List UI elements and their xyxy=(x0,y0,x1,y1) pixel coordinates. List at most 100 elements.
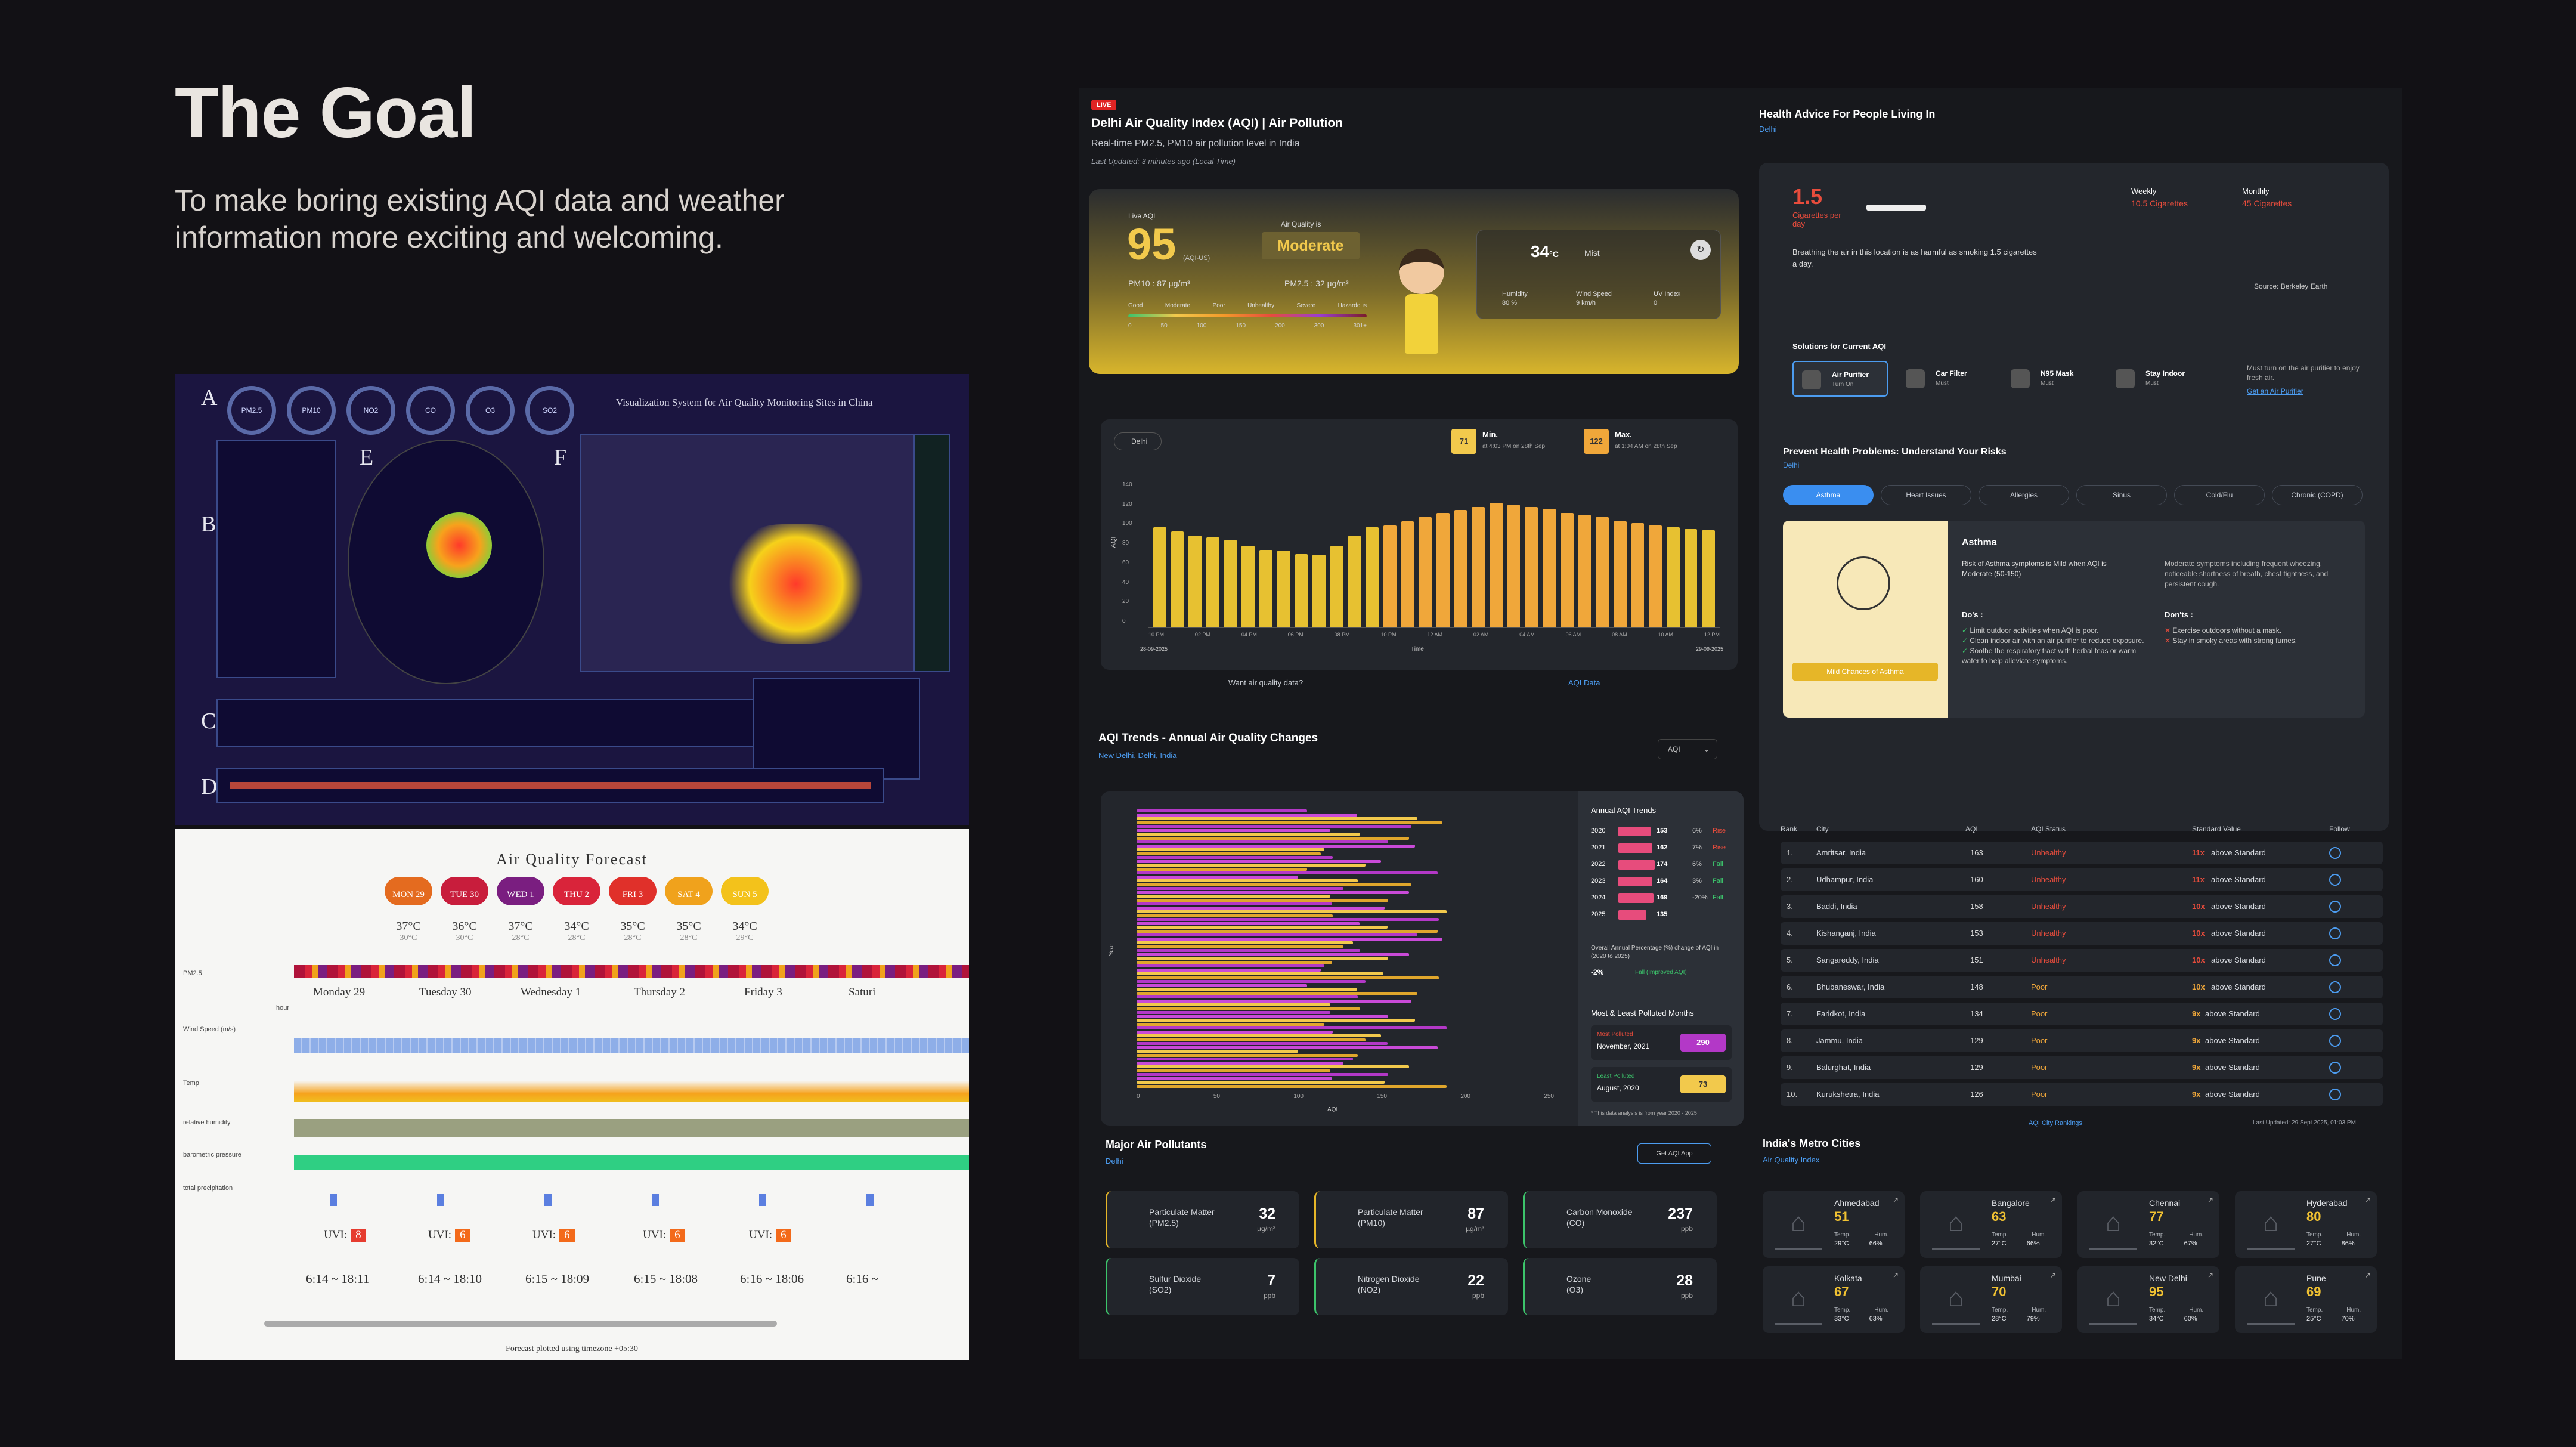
ranking-row[interactable]: 3. Baddi, India 158 Unhealthy 10x above Stand… xyxy=(1781,895,2383,918)
ranking-row[interactable]: 4. Kishanganj, India 153 Unhealthy 10x above … xyxy=(1781,922,2383,945)
weekly-label: Weekly xyxy=(2131,187,2157,196)
pollutant-value: 87 xyxy=(1467,1205,1484,1222)
ranking-row[interactable]: 2. Udhampur, India 160 Unhealthy 11x above St… xyxy=(1781,868,2383,891)
metro-card[interactable]: ⌂ Ahmedabad 51 Temp. Hum. 29°C 66% ↗ xyxy=(1763,1191,1905,1258)
forecast-day-thu[interactable]: THU 2 xyxy=(553,877,600,905)
metro-card[interactable]: ⌂ Mumbai 70 Temp. Hum. 28°C 79% ↗ xyxy=(1920,1266,2062,1333)
ranking-row[interactable]: 5. Sangareddy, India 151 Unhealthy 10x above … xyxy=(1781,949,2383,972)
forecast-day-tue[interactable]: TUE 30 xyxy=(441,877,488,905)
follow-icon[interactable] xyxy=(2329,954,2341,966)
forecast-day-fri[interactable]: FRI 3 xyxy=(609,877,657,905)
city-rankings-link[interactable]: AQI City Rankings xyxy=(2029,1120,2082,1127)
metro-labels: Temp. Hum. xyxy=(1992,1230,2046,1239)
trends-title: AQI Trends - Annual Air Quality Changes xyxy=(1098,732,1318,744)
forecast-day-sat[interactable]: SAT 4 xyxy=(665,877,713,905)
trends-metric-select[interactable]: AQI ⌄ xyxy=(1658,739,1717,759)
hourly-bar xyxy=(1631,523,1645,627)
chevron-down-icon: ⌄ xyxy=(1703,745,1710,753)
follow-icon[interactable] xyxy=(2329,1008,2341,1020)
ranking-row[interactable]: 1. Amritsar, India 163 Unhealthy 11x above St… xyxy=(1781,842,2383,864)
existing-visualization-panel: A B C D E F G H PM2.5 PM10 NO2 CO O3 SO2… xyxy=(175,374,969,825)
risk-tab-chronic-copd-[interactable]: Chronic (COPD) xyxy=(2272,485,2363,505)
solution-name: N95 Mask xyxy=(2041,369,2074,378)
risk-tab-heart-issues[interactable]: Heart Issues xyxy=(1881,485,1971,505)
metro-card[interactable]: ⌂ Hyderabad 80 Temp. Hum. 27°C 86% ↗ xyxy=(2235,1191,2377,1258)
follow-icon[interactable] xyxy=(2329,847,2341,859)
forecast-scrollbar[interactable] xyxy=(264,1321,777,1327)
purifier-link[interactable]: Get an Air Purifier xyxy=(2247,387,2303,395)
min-aqi-badge: 71 xyxy=(1451,429,1476,454)
ranking-aqi: 129 xyxy=(1970,1036,1983,1045)
metro-values: 29°C 66% xyxy=(1834,1239,1888,1248)
metro-weather: Temp. Hum. 27°C 86% xyxy=(2306,1230,2361,1248)
risk-tab-sinus[interactable]: Sinus xyxy=(2076,485,2167,505)
annual-bar xyxy=(1137,1065,1409,1068)
ranking-row[interactable]: 9. Balurghat, India 129 Poor 9x above Standar… xyxy=(1781,1056,2383,1079)
hourly-bar xyxy=(1543,509,1556,627)
year-row: 2023 164 3% Fall xyxy=(1591,874,1732,891)
pollutant-card[interactable]: Particulate Matter (PM10) 87 µg/m³ xyxy=(1314,1191,1508,1248)
hum-label: Hum. xyxy=(1874,1232,1889,1238)
solution-stay-indoor[interactable]: Stay Indoor Must xyxy=(2107,361,2203,397)
pollutant-card[interactable]: Ozone (O3) 28 ppb xyxy=(1523,1258,1717,1315)
pm25-reading: PM2.5 : 32 µg/m³ xyxy=(1284,279,1349,288)
ranking-row[interactable]: 10. Kurukshetra, India 126 Poor 9x above Stan… xyxy=(1781,1083,2383,1106)
forecast-day-mon[interactable]: MON 29 xyxy=(385,877,432,905)
temp-value: 27°C xyxy=(2306,1240,2321,1247)
ranking-status: Poor xyxy=(2031,1090,2048,1099)
metro-card[interactable]: ⌂ Kolkata 67 Temp. Hum. 33°C 63% ↗ xyxy=(1763,1266,1905,1333)
risk-tab-allergies[interactable]: Allergies xyxy=(1979,485,2069,505)
metro-card[interactable]: ⌂ Bangalore 63 Temp. Hum. 27°C 66% ↗ xyxy=(1920,1191,2062,1258)
follow-icon[interactable] xyxy=(2329,927,2341,939)
annual-bar xyxy=(1137,817,1417,820)
follow-icon[interactable] xyxy=(2329,1089,2341,1100)
metro-weather: Temp. Hum. 33°C 63% xyxy=(1834,1306,1888,1324)
get-aqi-app-button[interactable]: Get AQI App xyxy=(1637,1143,1711,1164)
metro-weather: Temp. Hum. 25°C 70% xyxy=(2306,1306,2361,1324)
annual-bar xyxy=(1137,840,1389,843)
solution-car-filter[interactable]: Car Filter Must xyxy=(1897,361,1993,397)
monthly-value: 45 Cigarettes xyxy=(2242,199,2292,208)
annual-bar xyxy=(1137,976,1439,979)
pollutant-card[interactable]: Sulfur Dioxide (SO2) 7 ppb xyxy=(1106,1258,1299,1315)
risk-tab-asthma[interactable]: Asthma xyxy=(1783,485,1874,505)
solution-air-purifier[interactable]: Air Purifier Turn On xyxy=(1792,361,1888,397)
pollutant-label: Nitrogen Dioxide xyxy=(1358,1274,1420,1284)
ranking-row[interactable]: 8. Jammu, India 129 Poor 9x above Standard xyxy=(1781,1029,2383,1052)
pollutant-card[interactable]: Nitrogen Dioxide (NO2) 22 ppb xyxy=(1314,1258,1508,1315)
solution-n95-mask[interactable]: N95 Mask Must xyxy=(2002,361,2098,397)
metro-weather: Temp. Hum. 27°C 66% xyxy=(1992,1230,2046,1248)
forecast-day-sun[interactable]: SUN 5 xyxy=(721,877,769,905)
follow-icon[interactable] xyxy=(2329,1062,2341,1074)
ranking-city: Baddi, India xyxy=(1816,902,1857,911)
forecast-day-wed[interactable]: WED 1 xyxy=(497,877,544,905)
metro-card[interactable]: ⌂ Chennai 77 Temp. Hum. 32°C 67% ↗ xyxy=(2077,1191,2219,1258)
risk-tab-cold-flu[interactable]: Cold/Flu xyxy=(2174,485,2265,505)
ranking-row[interactable]: 7. Faridkot, India 134 Poor 9x above Standard xyxy=(1781,1003,2383,1025)
aqi-data-link[interactable]: AQI Data xyxy=(1568,678,1600,687)
ranking-row[interactable]: 6. Bhubaneswar, India 148 Poor 10x above Stan… xyxy=(1781,976,2383,998)
metro-values: 28°C 79% xyxy=(1992,1315,2046,1324)
metro-card[interactable]: ⌂ New Delhi 95 Temp. Hum. 34°C 60% ↗ xyxy=(2077,1266,2219,1333)
pollutant-name: Particulate Matter (PM2.5) xyxy=(1149,1207,1215,1228)
follow-icon[interactable] xyxy=(2329,981,2341,993)
year-aqi: 162 xyxy=(1657,844,1668,851)
annual-bar xyxy=(1137,1034,1382,1037)
year-direction: Rise xyxy=(1713,844,1726,851)
row-humidity-label: relative humidity xyxy=(183,1119,231,1126)
metro-card[interactable]: ⌂ Pune 69 Temp. Hum. 25°C 70% ↗ xyxy=(2235,1266,2377,1333)
aqi-unit: (AQI-US) xyxy=(1183,255,1210,262)
ranking-rank: 8. xyxy=(1787,1036,1793,1045)
pollutant-card[interactable]: Particulate Matter (PM2.5) 32 µg/m³ xyxy=(1106,1191,1299,1248)
hourly-bar xyxy=(1578,515,1592,627)
follow-icon[interactable] xyxy=(2329,901,2341,913)
location-chip[interactable]: Delhi xyxy=(1114,432,1162,450)
follow-icon[interactable] xyxy=(2329,1035,2341,1047)
year-direction: Fall xyxy=(1713,877,1723,885)
weather-refresh-icon[interactable]: ↻ xyxy=(1690,240,1711,260)
follow-icon[interactable] xyxy=(2329,874,2341,886)
annual-bar xyxy=(1137,1026,1447,1029)
pollutant-card[interactable]: Carbon Monoxide (CO) 237 ppb xyxy=(1523,1191,1717,1248)
hourly-bar xyxy=(1419,517,1432,627)
max-aqi-badge: 122 xyxy=(1584,429,1609,454)
